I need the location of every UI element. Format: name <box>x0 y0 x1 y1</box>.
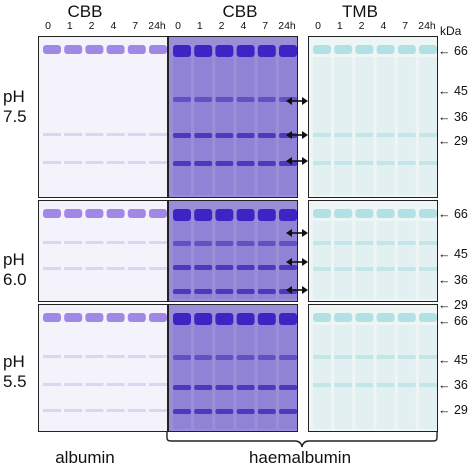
mw-marker: ← 66 <box>438 207 468 221</box>
bottom-label-haemalbumin: haemalbumin <box>248 448 352 467</box>
ph-label-row-2: pH 6.0 <box>3 250 27 290</box>
mw-marker: ← 36 <box>438 273 468 287</box>
gel-panel <box>168 200 298 302</box>
lane-label: 2 <box>88 20 95 32</box>
mw-marker-value: 29 <box>453 134 468 148</box>
ph-label-row-1: pH 7.5 <box>3 87 27 127</box>
lane-label: 1 <box>66 20 73 32</box>
lane-label: 4 <box>380 20 387 32</box>
ph-prefix: pH <box>3 352 25 371</box>
lane-label: 24h <box>278 20 296 32</box>
ph-prefix: pH <box>3 87 25 106</box>
mw-marker: ← 66 <box>438 44 468 58</box>
mw-marker-value: 29 <box>453 403 468 417</box>
gel-panel <box>168 36 298 198</box>
mw-marker-value: 29 <box>453 298 468 312</box>
lane-label: 24h <box>148 20 166 32</box>
lane-label: 4 <box>110 20 117 32</box>
lane-label: 2 <box>358 20 365 32</box>
arrow-left-icon: ← <box>438 273 451 287</box>
arrow-left-icon: ← <box>438 247 451 261</box>
arrow-left-icon: ← <box>438 378 451 392</box>
arrow-left-icon: ← <box>438 403 451 417</box>
lane-label: 0 <box>45 20 51 32</box>
double-arrow-icon <box>286 97 308 105</box>
bottom-label-albumin: albumin <box>55 448 115 467</box>
arrow-left-icon: ← <box>438 314 451 328</box>
arrow-left-icon: ← <box>438 84 451 98</box>
lane-label: 1 <box>336 20 343 32</box>
arrow-left-icon: ← <box>438 44 451 58</box>
double-arrow-icon <box>286 157 308 165</box>
gel-panel <box>308 200 438 302</box>
lane-label: 7 <box>402 20 409 32</box>
mw-marker-value: 36 <box>453 110 468 124</box>
ph-prefix: pH <box>3 250 25 269</box>
mw-marker: ← 36 <box>438 378 468 392</box>
ph-label-row-3: pH 5.5 <box>3 352 27 392</box>
mw-marker-value: 66 <box>453 314 468 328</box>
lane-label: 7 <box>262 20 269 32</box>
mw-marker-value: 45 <box>453 84 468 98</box>
mw-marker: ← 66 <box>438 314 468 328</box>
ph-value: 7.5 <box>3 107 27 126</box>
mw-marker: ← 45 <box>438 247 468 261</box>
double-arrow-icon <box>286 131 308 139</box>
arrow-left-icon: ← <box>438 110 451 124</box>
mw-marker-value: 66 <box>453 44 468 58</box>
mw-marker-value: 36 <box>453 378 468 392</box>
gel-panel <box>38 36 168 198</box>
gel-panel <box>168 304 298 432</box>
arrow-left-icon: ← <box>438 298 451 312</box>
mw-marker-value: 45 <box>453 353 468 367</box>
mw-marker: ← 45 <box>438 84 468 98</box>
arrow-left-icon: ← <box>438 134 451 148</box>
lane-label: 1 <box>196 20 203 32</box>
ph-value: 6.0 <box>3 270 27 289</box>
mw-marker-value: 45 <box>453 247 468 261</box>
mw-marker-value: 36 <box>453 273 468 287</box>
double-arrow-icon <box>286 258 308 266</box>
double-arrow-icon <box>286 229 308 237</box>
mw-marker: ← 29 <box>438 298 468 312</box>
column-title-cbb-albumin: CBB <box>67 2 103 21</box>
lane-label: 0 <box>315 20 321 32</box>
column-title-cbb-haemalbumin: CBB <box>222 2 258 21</box>
lane-label: 24h <box>418 20 436 32</box>
mw-marker: ← 45 <box>438 353 468 367</box>
mw-marker: ← 36 <box>438 110 468 124</box>
gel-panel <box>38 304 168 432</box>
column-title-tmb: TMB <box>342 2 378 21</box>
arrow-left-icon: ← <box>438 207 451 221</box>
mw-marker: ← 29 <box>438 403 468 417</box>
gel-panel <box>38 200 168 302</box>
gel-panel <box>308 304 438 432</box>
double-arrow-icon <box>286 286 308 294</box>
arrow-left-icon: ← <box>438 353 451 367</box>
kda-unit-label: kDa <box>440 24 462 38</box>
mw-marker: ← 29 <box>438 134 468 148</box>
lane-label: 4 <box>240 20 247 32</box>
gel-panel <box>308 36 438 198</box>
lane-label: 7 <box>132 20 139 32</box>
lane-label: 2 <box>218 20 225 32</box>
lane-label: 0 <box>175 20 181 32</box>
haemalbumin-bracket <box>166 432 438 448</box>
mw-marker-value: 66 <box>453 207 468 221</box>
ph-value: 5.5 <box>3 372 27 391</box>
